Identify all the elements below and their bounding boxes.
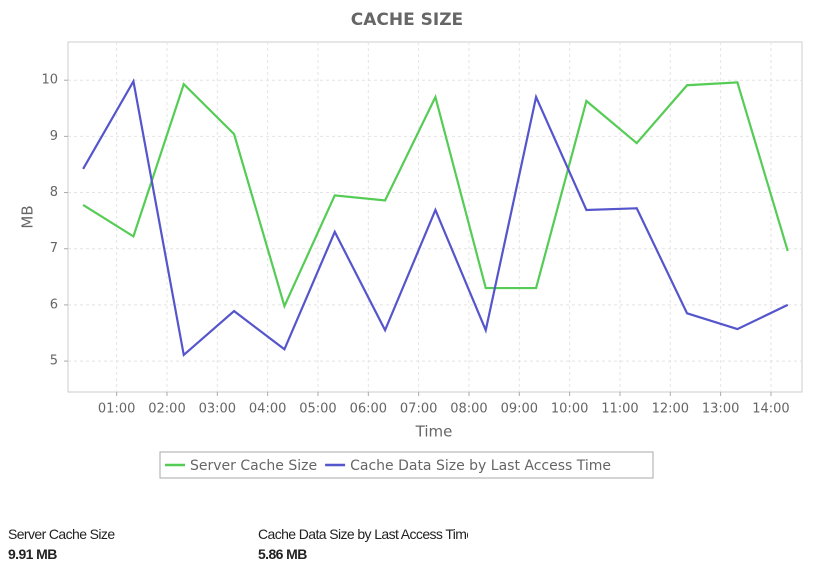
x-axis-label: Time — [415, 423, 453, 441]
y-tick-label: 5 — [50, 354, 58, 369]
y-tick-label: 6 — [50, 297, 58, 312]
chart: CACHE SIZE Time MB 5 6 7 8 9 10 01:00 02:00 03:0… — [19, 10, 803, 479]
x-tick-label: 07:00 — [400, 402, 437, 417]
y-tick-label: 8 — [50, 185, 58, 200]
y-axis-label: MB — [19, 205, 37, 228]
x-tick-label: 09:00 — [501, 402, 538, 417]
legend — [159, 451, 654, 479]
legend-label: Cache Data Size by Last Access Time — [350, 458, 611, 474]
summary-label: Server Cache Size — [8, 526, 115, 542]
y-tick-label: 7 — [50, 241, 58, 256]
x-tick-label: 04:00 — [249, 402, 286, 417]
summary-item: Cache Data Size by Last Access Time 5.86… — [258, 526, 468, 562]
x-tick-label: 14:00 — [752, 402, 789, 417]
y-tick-label: 9 — [50, 129, 58, 144]
summary-value: 5.86 MB — [258, 546, 307, 562]
x-tick-label: 10:00 — [551, 402, 588, 417]
x-tick-label: 13:00 — [702, 402, 739, 417]
series-line — [82, 78, 789, 358]
summary-value: 9.91 MB — [8, 546, 57, 562]
x-tick-label: 11:00 — [601, 402, 638, 417]
x-tick-label: 03:00 — [199, 402, 236, 417]
x-tick-label: 06:00 — [350, 402, 387, 417]
plot-area — [67, 41, 803, 393]
x-tick-label: 05:00 — [299, 402, 336, 417]
series-line — [82, 81, 789, 310]
chart-title: CACHE SIZE — [351, 10, 463, 30]
summary-label: Cache Data Size by Last Access Time — [258, 526, 468, 542]
x-tick-label: 12:00 — [652, 402, 689, 417]
x-tick-label: 08:00 — [450, 402, 487, 417]
legend-label: Server Cache Size — [190, 458, 317, 474]
y-tick-label: 10 — [41, 73, 58, 88]
x-tick-label: 01:00 — [98, 402, 135, 417]
summary-item: Server Cache Size 9.91 MB — [8, 526, 218, 562]
x-tick-label: 02:00 — [148, 402, 185, 417]
